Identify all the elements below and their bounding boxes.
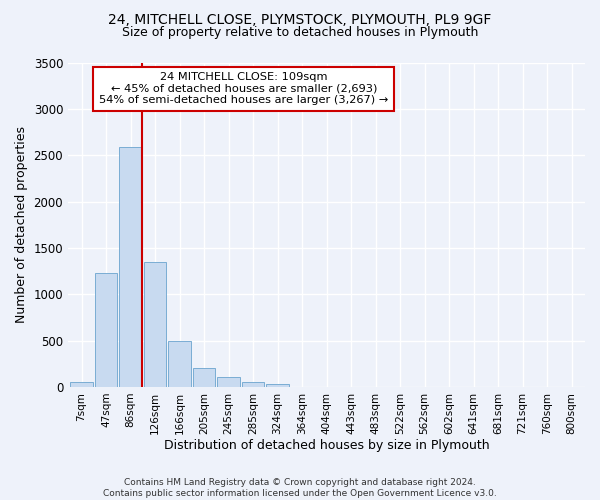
Bar: [193, 368, 215, 387]
Text: 24, MITCHELL CLOSE, PLYMSTOCK, PLYMOUTH, PL9 9GF: 24, MITCHELL CLOSE, PLYMSTOCK, PLYMOUTH,…: [109, 12, 491, 26]
Y-axis label: Number of detached properties: Number of detached properties: [15, 126, 28, 323]
Bar: [266, 384, 289, 387]
Bar: [70, 382, 92, 387]
Text: Contains HM Land Registry data © Crown copyright and database right 2024.
Contai: Contains HM Land Registry data © Crown c…: [103, 478, 497, 498]
Bar: [95, 273, 117, 387]
Bar: [119, 147, 142, 387]
Bar: [169, 340, 191, 387]
Bar: [217, 377, 239, 387]
Bar: [242, 382, 264, 387]
Text: Size of property relative to detached houses in Plymouth: Size of property relative to detached ho…: [122, 26, 478, 39]
X-axis label: Distribution of detached houses by size in Plymouth: Distribution of detached houses by size …: [164, 440, 490, 452]
Text: 24 MITCHELL CLOSE: 109sqm
← 45% of detached houses are smaller (2,693)
54% of se: 24 MITCHELL CLOSE: 109sqm ← 45% of detac…: [99, 72, 388, 106]
Bar: [144, 262, 166, 387]
